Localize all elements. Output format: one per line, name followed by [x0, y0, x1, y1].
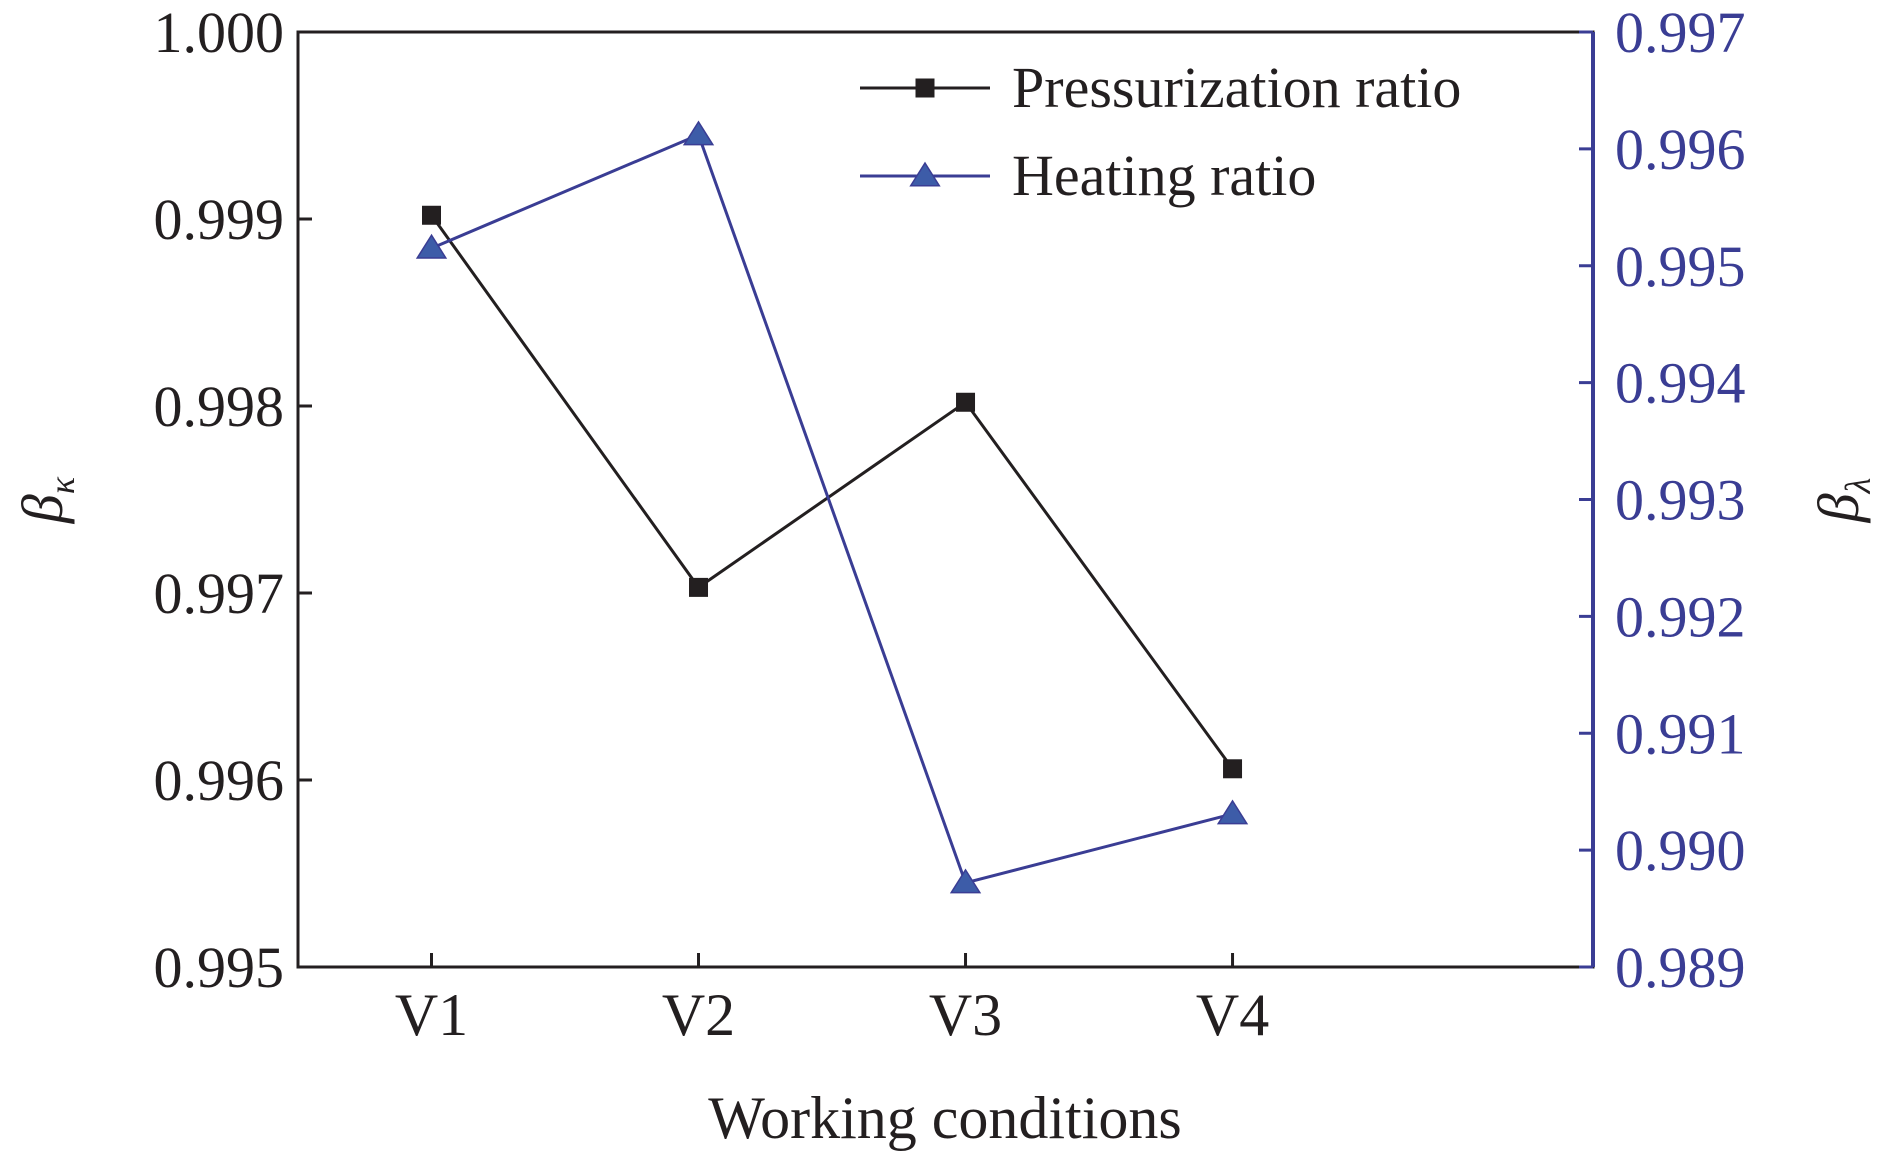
right-y-tick-label: 0.993	[1615, 468, 1746, 533]
right-y-label-symbol: β	[1806, 493, 1871, 523]
x-tick-label: V2	[662, 982, 735, 1048]
svg-text:βλ: βλ	[1806, 478, 1878, 523]
right-y-tick-label: 0.996	[1615, 117, 1746, 182]
data-point	[1216, 799, 1249, 825]
data-point	[415, 233, 448, 259]
right-y-ticks: 0.989 0.990 0.991 0.992 0.993 0.994 0.995 0.996…	[1579, 0, 1746, 1000]
right-y-tick-label: 0.995	[1615, 234, 1746, 299]
left-y-tick-label: 0.996	[154, 748, 285, 813]
series-heating-ratio	[415, 120, 1249, 894]
legend-item: Heating ratio	[860, 143, 1316, 208]
legend-label: Pressurization ratio	[1012, 55, 1461, 120]
left-y-tick-label: 0.999	[154, 187, 285, 252]
legend-label: Heating ratio	[1012, 143, 1316, 208]
left-y-axis-label: βκ	[10, 476, 82, 524]
right-y-tick-label: 0.989	[1615, 935, 1746, 1000]
right-y-tick-label: 0.992	[1615, 584, 1746, 649]
right-y-tick-label: 0.990	[1615, 818, 1746, 883]
data-point	[1223, 759, 1243, 779]
right-y-tick-label: 0.997	[1615, 0, 1746, 65]
legend-item: Pressurization ratio	[860, 55, 1461, 120]
legend-swatch-marker	[915, 78, 935, 98]
x-tick-label: V1	[395, 982, 468, 1048]
right-y-tick-label: 0.994	[1615, 351, 1746, 416]
data-point	[422, 205, 442, 225]
data-point	[949, 868, 982, 894]
series-line	[430, 132, 1233, 885]
right-y-axis-label: βλ	[1806, 478, 1878, 523]
left-y-tick-label: 0.998	[154, 374, 285, 439]
legend: Pressurization ratio Heating ratio	[860, 55, 1461, 208]
series	[415, 120, 1249, 894]
left-y-label-subscript: κ	[42, 476, 82, 494]
data-point	[956, 392, 976, 412]
right-y-label-subscript: λ	[1838, 478, 1878, 495]
series-line	[430, 214, 1234, 770]
svg-text:βκ: βκ	[10, 476, 82, 524]
x-ticks: V1 V2 V3 V4	[395, 953, 1269, 1048]
left-y-ticks: 0.995 0.996 0.997 0.998 0.999 1.000	[154, 0, 312, 1000]
legend-swatch-marker	[909, 161, 941, 187]
right-y-tick-label: 0.991	[1615, 701, 1746, 766]
left-y-label-symbol: β	[10, 494, 75, 524]
x-tick-label: V3	[929, 982, 1002, 1048]
data-point	[689, 577, 709, 597]
x-axis-label: Working conditions	[708, 1085, 1181, 1151]
data-point	[682, 120, 715, 146]
left-y-tick-label: 0.995	[154, 935, 285, 1000]
left-y-tick-label: 0.997	[154, 561, 285, 626]
series-pressurization-ratio	[422, 205, 1243, 779]
x-tick-label: V4	[1196, 982, 1269, 1048]
left-y-tick-label: 1.000	[154, 0, 285, 65]
